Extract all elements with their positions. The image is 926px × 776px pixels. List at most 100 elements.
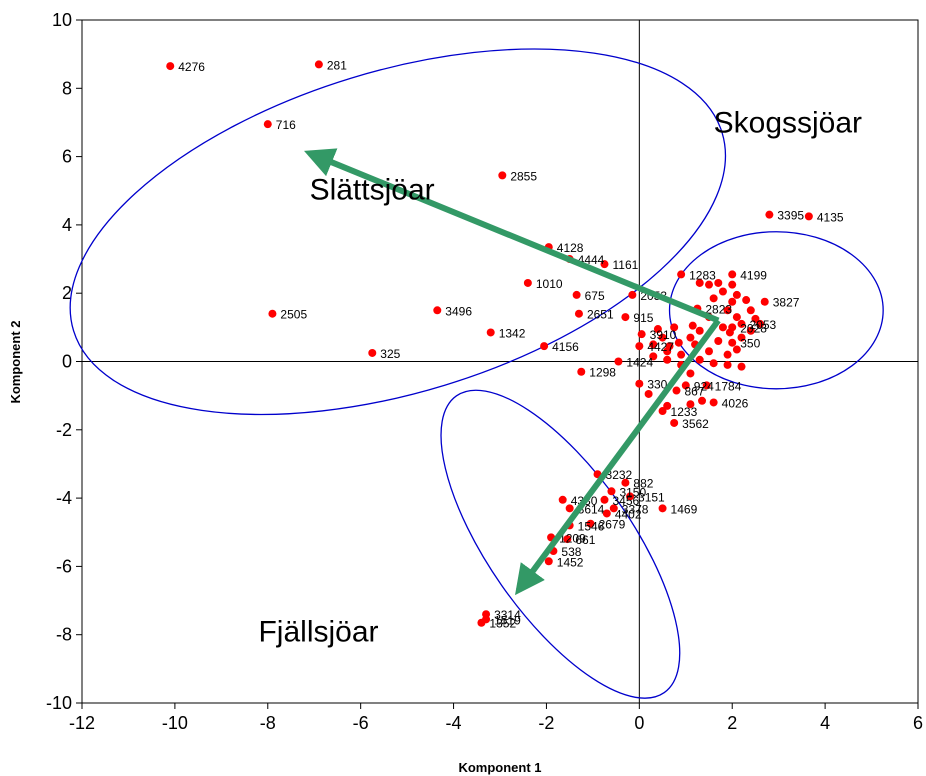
- data-point: [658, 407, 667, 416]
- data-point: [746, 306, 755, 315]
- data-point: [732, 313, 741, 322]
- group-ellipses: [69, 48, 884, 699]
- data-point-label: 3827: [773, 296, 800, 310]
- data-point-label: 4026: [722, 396, 749, 410]
- data-point: [695, 326, 704, 335]
- x-axis-label: Komponent 1: [458, 760, 541, 775]
- data-point: [626, 492, 635, 501]
- data-point: [686, 400, 695, 409]
- data-point: [653, 325, 662, 334]
- data-point-label: 4156: [552, 340, 579, 354]
- data-point: [756, 319, 765, 328]
- data-point: [368, 348, 377, 357]
- data-point: [723, 306, 732, 315]
- x-tick-label: -4: [446, 713, 462, 733]
- data-point-label: 716: [276, 118, 296, 132]
- data-point-label: 867: [684, 385, 704, 399]
- data-point-label: 661: [575, 533, 595, 547]
- data-point: [760, 297, 769, 306]
- data-point: [728, 323, 737, 332]
- data-point: [433, 306, 442, 315]
- data-point: [737, 319, 746, 328]
- data-point: [677, 270, 686, 279]
- data-point-label: 1352: [489, 617, 516, 631]
- data-point-label: 1342: [499, 326, 526, 340]
- data-point-label: 1233: [671, 405, 698, 419]
- data-point: [621, 478, 630, 487]
- y-tick-label: 6: [62, 147, 72, 167]
- data-point: [498, 171, 507, 180]
- data-point: [746, 326, 755, 335]
- data-point: [586, 519, 595, 528]
- data-point-label: 1298: [589, 366, 616, 380]
- data-point: [565, 504, 574, 513]
- data-point-label: 3395: [777, 209, 804, 223]
- data-point-label: 325: [380, 347, 400, 361]
- data-point: [314, 60, 323, 69]
- data-point: [670, 323, 679, 332]
- group-labels: Slättsjöar Skogssjöar Fjällsjöar: [258, 107, 862, 649]
- data-point: [705, 280, 713, 289]
- data-point-label: 4199: [740, 268, 767, 282]
- data-point: [649, 340, 658, 349]
- data-point-label: 330: [647, 378, 667, 392]
- data-point: [658, 504, 667, 513]
- data-point: [544, 557, 553, 566]
- loading-arrows: [304, 148, 721, 596]
- data-point: [637, 330, 646, 339]
- data-point-label: 915: [633, 311, 653, 325]
- y-tick-label: 2: [62, 283, 72, 303]
- data-point-label: 1010: [536, 277, 563, 291]
- data-point-label: 3232: [606, 468, 633, 482]
- data-point: [732, 290, 741, 299]
- data-point-label: 1161: [613, 258, 639, 272]
- data-point: [649, 352, 658, 361]
- data-point: [728, 297, 737, 306]
- data-point: [702, 381, 711, 390]
- data-point: [709, 294, 718, 303]
- group-ellipse: [69, 48, 727, 416]
- y-tick-label: 10: [52, 10, 72, 30]
- data-point-label: 675: [585, 289, 605, 303]
- data-point-label: 882: [633, 477, 653, 491]
- data-point-label: 1469: [671, 502, 698, 516]
- group-label: Skogssjöar: [714, 107, 862, 140]
- x-tick-label: -6: [353, 713, 369, 733]
- data-point: [563, 535, 572, 544]
- x-tick-label: -10: [162, 713, 188, 733]
- data-point: [263, 120, 272, 129]
- x-tick-label: -12: [69, 713, 95, 733]
- y-tick-label: -8: [56, 625, 72, 645]
- data-point-label: 2505: [280, 308, 307, 322]
- data-point: [709, 359, 718, 368]
- group-label: Fjällsjöar: [258, 616, 378, 649]
- data-point: [558, 495, 567, 504]
- group-ellipse: [668, 231, 884, 390]
- data-point-label: 4402: [615, 507, 642, 521]
- data-point: [635, 379, 644, 388]
- data-point-label: 4128: [557, 241, 584, 255]
- data-point: [609, 504, 618, 513]
- data-point: [804, 212, 813, 221]
- data-point-label: 2855: [510, 169, 537, 183]
- x-tick-label: 4: [820, 713, 830, 733]
- data-point: [486, 328, 495, 337]
- data-point: [695, 355, 704, 364]
- data-point: [698, 396, 707, 405]
- y-tick-label: 0: [62, 352, 72, 372]
- data-point: [644, 389, 653, 398]
- data-point: [600, 495, 609, 504]
- data-point-label: 924: [694, 379, 714, 393]
- data-point-label: 3150: [619, 485, 646, 499]
- data-point: [577, 367, 586, 376]
- data-point-label: 1784: [715, 379, 742, 393]
- data-point: [663, 355, 672, 364]
- data-point: [628, 290, 637, 299]
- data-point-label: 1424: [626, 356, 653, 370]
- data-point: [742, 296, 751, 305]
- data-point: [728, 280, 737, 289]
- data-point-label: 1546: [578, 519, 605, 533]
- data-point-label: 3562: [682, 417, 709, 431]
- data-point: [737, 362, 746, 371]
- data-point-label: 1209: [559, 531, 586, 545]
